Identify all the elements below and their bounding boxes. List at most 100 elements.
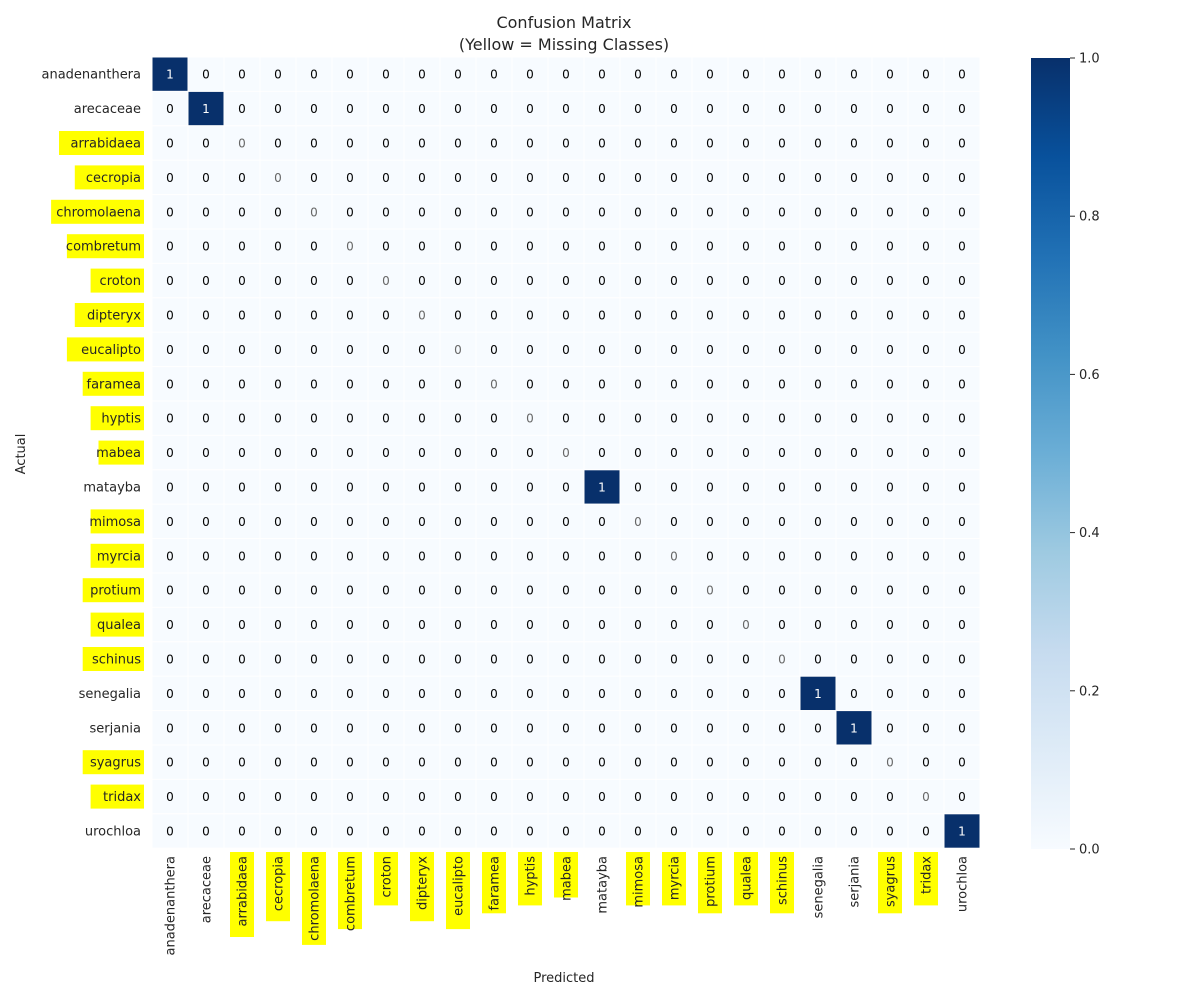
cell-value-label: 0 (202, 377, 210, 391)
cell-value-label: 0 (346, 309, 354, 323)
y-tick-label: arecaceae (74, 102, 141, 117)
cell-value-label: 0 (850, 171, 858, 185)
cell-value-label: 0 (706, 171, 714, 185)
heatmap-cell (331, 90, 369, 127)
cell-value-label: 0 (454, 515, 462, 529)
cell-value-label: 0 (598, 205, 606, 219)
cell-value-label: 0 (634, 721, 642, 735)
cell-value-label: 0 (490, 825, 498, 839)
cell-value-label: 0 (166, 240, 174, 254)
cell-value-label: 0 (274, 687, 282, 701)
cell-value-label: 0 (562, 825, 570, 839)
heatmap-cell (403, 159, 441, 196)
heatmap-cell (259, 228, 297, 264)
heatmap-cell (151, 503, 189, 540)
cell-value-label: 0 (166, 412, 174, 426)
cell-value-label: 0 (454, 549, 462, 563)
heatmap-cell (295, 297, 333, 333)
heatmap-cell (907, 125, 945, 161)
cell-value-label: 0 (346, 377, 354, 391)
missing-class-highlight (90, 268, 144, 293)
cell-value-label: 0 (814, 721, 822, 735)
heatmap-cell (151, 675, 189, 712)
heatmap-cell (763, 194, 801, 230)
cell-value-label: 0 (418, 515, 426, 529)
cell-value-label: 0 (310, 446, 318, 460)
y-tick-label: senegalia (79, 687, 141, 702)
cell-value-label: 0 (814, 343, 822, 357)
cell-value-label: 0 (670, 549, 678, 563)
cell-value-label: 0 (202, 790, 210, 804)
cell-value-label: 0 (346, 584, 354, 598)
cell-value-label: 0 (274, 309, 282, 323)
cell-value-label: 0 (526, 549, 534, 563)
heatmap-cell (943, 194, 981, 230)
cell-value-label: 0 (958, 377, 966, 391)
heatmap-cell (691, 503, 729, 540)
heatmap-cell (331, 56, 369, 92)
cell-value-label: 0 (382, 137, 390, 151)
cell-value-label: 0 (382, 102, 390, 116)
heatmap-cell (691, 813, 729, 849)
cell-value-label: 0 (598, 584, 606, 598)
cell-value-label: 0 (454, 377, 462, 391)
cell-value-label: 0 (742, 446, 750, 460)
missing-class-highlight (626, 852, 650, 906)
cell-value-label: 0 (382, 377, 390, 391)
missing-class-highlight (770, 852, 794, 914)
y-tick-label: arrabidaea (71, 137, 141, 152)
heatmap-cell (799, 159, 837, 196)
cell-value-label: 0 (958, 446, 966, 460)
missing-class-highlight (98, 440, 144, 465)
cell-value-label: 0 (526, 274, 534, 288)
missing-class-highlight (82, 647, 144, 671)
cell-value-label: 0 (850, 687, 858, 701)
cell-value-label: 0 (238, 653, 246, 667)
cell-value-label: 0 (274, 825, 282, 839)
x-tick-label: eucalipto (452, 856, 467, 916)
colorbar-tick-label: 0.4 (1079, 526, 1100, 541)
heatmap-cell (223, 159, 261, 196)
cell-value-label: 0 (958, 343, 966, 357)
heatmap-cell (187, 400, 225, 436)
y-tick-label: mimosa (89, 515, 141, 530)
cell-value-label: 0 (238, 584, 246, 598)
cell-value-label: 0 (562, 412, 570, 426)
cell-value-label: 0 (562, 343, 570, 357)
heatmap-cell (547, 262, 585, 299)
cell-value-label: 0 (274, 205, 282, 219)
heatmap-cell (475, 366, 513, 402)
cell-value-label: 0 (490, 721, 498, 735)
cell-value-label: 0 (346, 481, 354, 495)
cell-value-label: 0 (670, 756, 678, 770)
x-tick-label: arecaceae (200, 856, 215, 923)
heatmap-cell (331, 675, 369, 712)
cell-value-label: 0 (634, 412, 642, 426)
cell-value-label: 0 (886, 790, 894, 804)
cell-value-label: 0 (490, 481, 498, 495)
cell-value-label: 0 (706, 446, 714, 460)
cell-value-label: 0 (598, 102, 606, 116)
cell-value-label: 0 (922, 68, 930, 82)
cell-value-label: 0 (598, 137, 606, 151)
missing-class-highlight (338, 852, 362, 930)
cell-value-label: 0 (886, 721, 894, 735)
heatmap-cell (763, 297, 801, 333)
cell-value-label: 0 (634, 481, 642, 495)
cell-value-label: 0 (454, 618, 462, 632)
cell-value-label: 0 (202, 653, 210, 667)
cell-value-label: 0 (778, 825, 786, 839)
heatmap-cell (151, 262, 189, 299)
cell-value-label: 0 (742, 412, 750, 426)
heatmap-cell (907, 434, 945, 471)
heatmap-cell (943, 710, 981, 746)
heatmap-cell (655, 778, 693, 815)
cell-value-label: 0 (742, 790, 750, 804)
heatmap-cell (583, 125, 621, 161)
cell-value-label: 0 (202, 137, 210, 151)
heatmap-cell (583, 228, 621, 264)
cell-value-label: 0 (958, 309, 966, 323)
heatmap-cell (799, 56, 837, 92)
heatmap-cell (943, 228, 981, 264)
cell-value-label: 0 (526, 653, 534, 667)
